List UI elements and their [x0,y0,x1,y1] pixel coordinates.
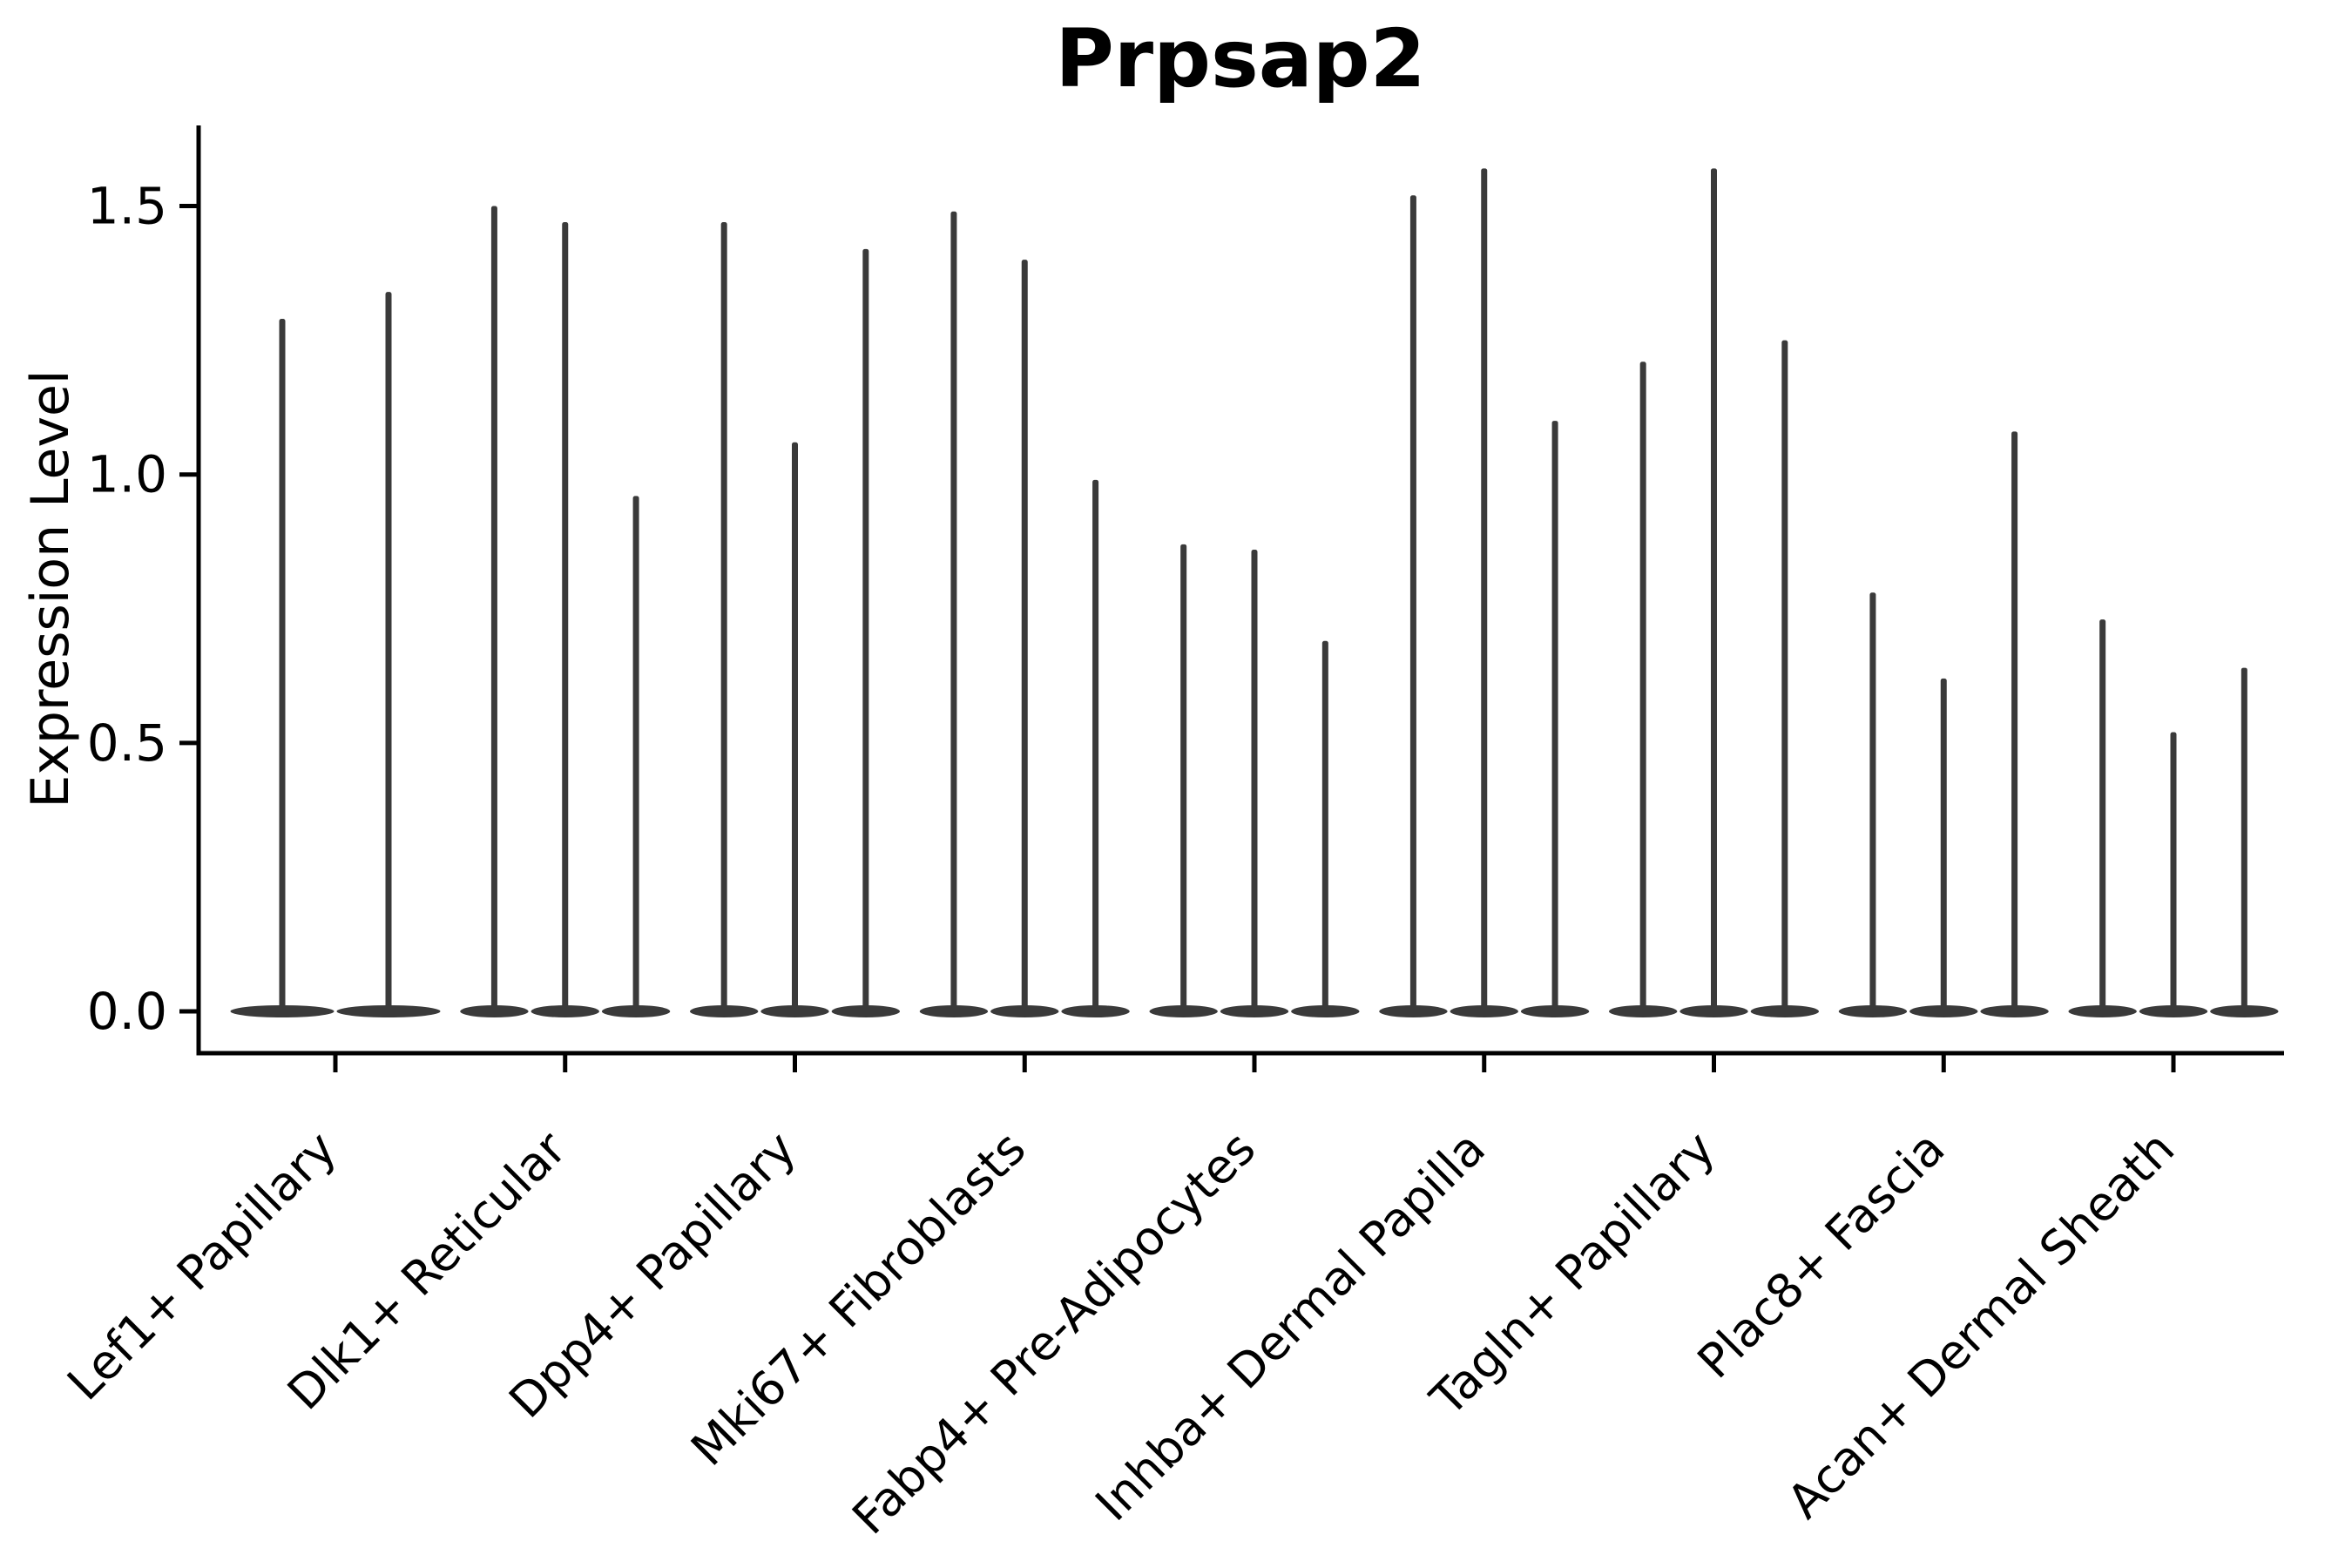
violin-spike [385,292,392,1012]
x-tick-label: Fabp4+ Pre-Adipocytes [841,1121,1266,1545]
violin-spike [2170,732,2177,1011]
violin-spike [1551,421,1558,1011]
x-tick-label: Inhba+ Dermal Papilla [1085,1121,1496,1531]
violin-spike [2240,667,2247,1011]
violin-spike [950,211,957,1011]
y-tick-label: 0.5 [87,713,167,773]
violin-spike [1481,168,1488,1011]
violin-spike [720,222,727,1011]
violin-spike [1251,549,1258,1011]
violin-spike [1869,592,1876,1011]
violin-spike [1409,195,1416,1011]
chart-title: Prpsap2 [1055,12,1426,105]
violin-spike [1711,168,1717,1011]
violin-spike [1092,479,1099,1011]
x-tick-label: Plac8+ Fascia [1687,1121,1956,1389]
violin-spike [490,206,497,1012]
violin-spike [2011,431,2018,1011]
violin-spike [1180,544,1187,1011]
violin-spike [1021,260,1028,1011]
violin-spike [1639,362,1646,1012]
y-tick-label: 1.5 [87,177,167,236]
violin-spike [862,248,869,1011]
violin-spike [632,496,639,1011]
violin-spike [1781,340,1788,1011]
violin-spike [279,318,286,1011]
violin-spike [1940,678,1947,1011]
violin-spike [2099,619,2106,1011]
x-tick-label: Acan+ Dermal Sheath [1777,1121,2185,1529]
y-tick-label: 1.0 [87,445,167,504]
violin-spike [1321,640,1328,1011]
y-tick-label: 0.0 [87,982,167,1041]
violin-spike [792,442,798,1011]
violin-spike [562,222,569,1011]
